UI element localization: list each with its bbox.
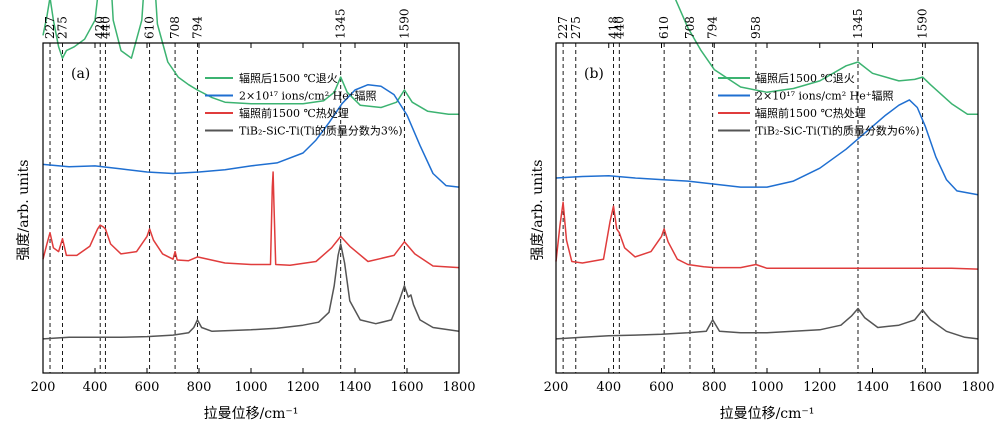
x-tick-label: 1400 — [338, 380, 371, 395]
peak-label: 794 — [190, 16, 204, 39]
x-tick-label: 1200 — [803, 380, 836, 395]
peak-label: 708 — [168, 16, 182, 39]
peak-label: 610 — [657, 16, 671, 39]
legend-label: 2×10¹⁷ ions/cm² He⁺辐照 — [756, 89, 894, 103]
x-tick-label: 1400 — [856, 380, 889, 395]
spectra — [555, 0, 979, 340]
legend-label: 辐照前1500 ℃热处理 — [239, 106, 349, 120]
x-tick-label: 600 — [649, 380, 674, 395]
spectrum-line — [555, 307, 979, 340]
peak-label: 440 — [98, 16, 112, 39]
spectra — [42, 0, 460, 340]
peak-label: 420 — [93, 16, 107, 39]
spectrum-line — [674, 0, 978, 116]
legend-label: 辐照后1500 ℃退火 — [239, 71, 338, 85]
x-tick-label: 1600 — [390, 380, 423, 395]
spectrum-line — [42, 0, 459, 116]
x-tick-label: 600 — [135, 380, 160, 395]
spectrum-line — [42, 83, 460, 188]
peak-label: 958 — [749, 16, 763, 39]
spectrum-line — [555, 99, 979, 196]
spectrum-line — [42, 243, 460, 340]
peak-label: 440 — [612, 16, 626, 39]
peak-label: 1345 — [334, 8, 348, 39]
legend-label: 辐照后1500 ℃退火 — [756, 71, 855, 85]
x-axis-ticks: 200 400 600 800 1000 1200 1400 1600 1800 — [31, 43, 476, 395]
x-tick-label: 1800 — [442, 380, 475, 395]
spectrum-line — [555, 201, 979, 270]
peak-label: 1590 — [916, 8, 930, 39]
x-tick-label: 1000 — [234, 380, 267, 395]
legend-label: TiB₂-SiC-Ti(Ti的质量分数为3%) — [239, 124, 403, 138]
x-tick-label: 800 — [702, 380, 727, 395]
peak-label: 708 — [683, 16, 697, 39]
peak-label: 275 — [56, 16, 70, 39]
spectrum-line — [42, 171, 460, 269]
panel-label: (b) — [584, 66, 604, 82]
peak-reference-lines — [562, 43, 924, 373]
legend: 辐照后1500 ℃退火 2×10¹⁷ ions/cm² He⁺辐照辐照前1500 … — [718, 71, 920, 138]
peak-reference-lines — [49, 43, 405, 373]
panel-b: 强度/arb. units 200 400 600 800 1000 1200 1400 16… — [530, 0, 995, 422]
peak-label: 610 — [143, 16, 157, 39]
x-axis-label: 拉曼位移/cm⁻¹ — [204, 406, 299, 422]
legend-label: TiB₂-SiC-Ti(Ti的质量分数为6%) — [756, 124, 920, 138]
x-axis-label: 拉曼位移/cm⁻¹ — [720, 406, 815, 422]
x-tick-label: 800 — [187, 380, 212, 395]
x-axis-ticks: 200 400 600 800 1000 1200 1400 1600 1800 — [544, 43, 995, 395]
y-axis-label: 强度/arb. units — [16, 160, 32, 261]
peak-label: 227 — [556, 16, 570, 39]
panel-a: 强度/arb. units 200 400 600 800 1000 1200 1400 16… — [16, 0, 476, 422]
peak-label: 1590 — [397, 8, 411, 39]
x-tick-label: 200 — [544, 380, 569, 395]
peak-label: 227 — [43, 16, 57, 39]
peak-label: 794 — [706, 16, 720, 39]
peak-label: 1345 — [851, 8, 865, 39]
legend: 辐照后1500 ℃退火 2×10¹⁷ ions/cm² He⁺辐照辐照前1500 … — [205, 71, 403, 138]
legend-label: 2×10¹⁷ ions/cm² He⁺辐照 — [239, 89, 377, 103]
x-tick-label: 1600 — [909, 380, 942, 395]
x-tick-label: 1800 — [961, 380, 994, 395]
legend-label: 辐照前1500 ℃热处理 — [756, 106, 866, 120]
x-tick-label: 400 — [596, 380, 621, 395]
x-tick-label: 200 — [31, 380, 56, 395]
peak-label: 418 — [607, 16, 621, 39]
panel-label: (a) — [71, 66, 90, 82]
y-axis-label: 强度/arb. units — [530, 160, 546, 261]
peak-label: 275 — [569, 16, 583, 39]
x-tick-label: 1200 — [286, 380, 319, 395]
x-tick-label: 1000 — [750, 380, 783, 395]
x-tick-label: 400 — [83, 380, 108, 395]
